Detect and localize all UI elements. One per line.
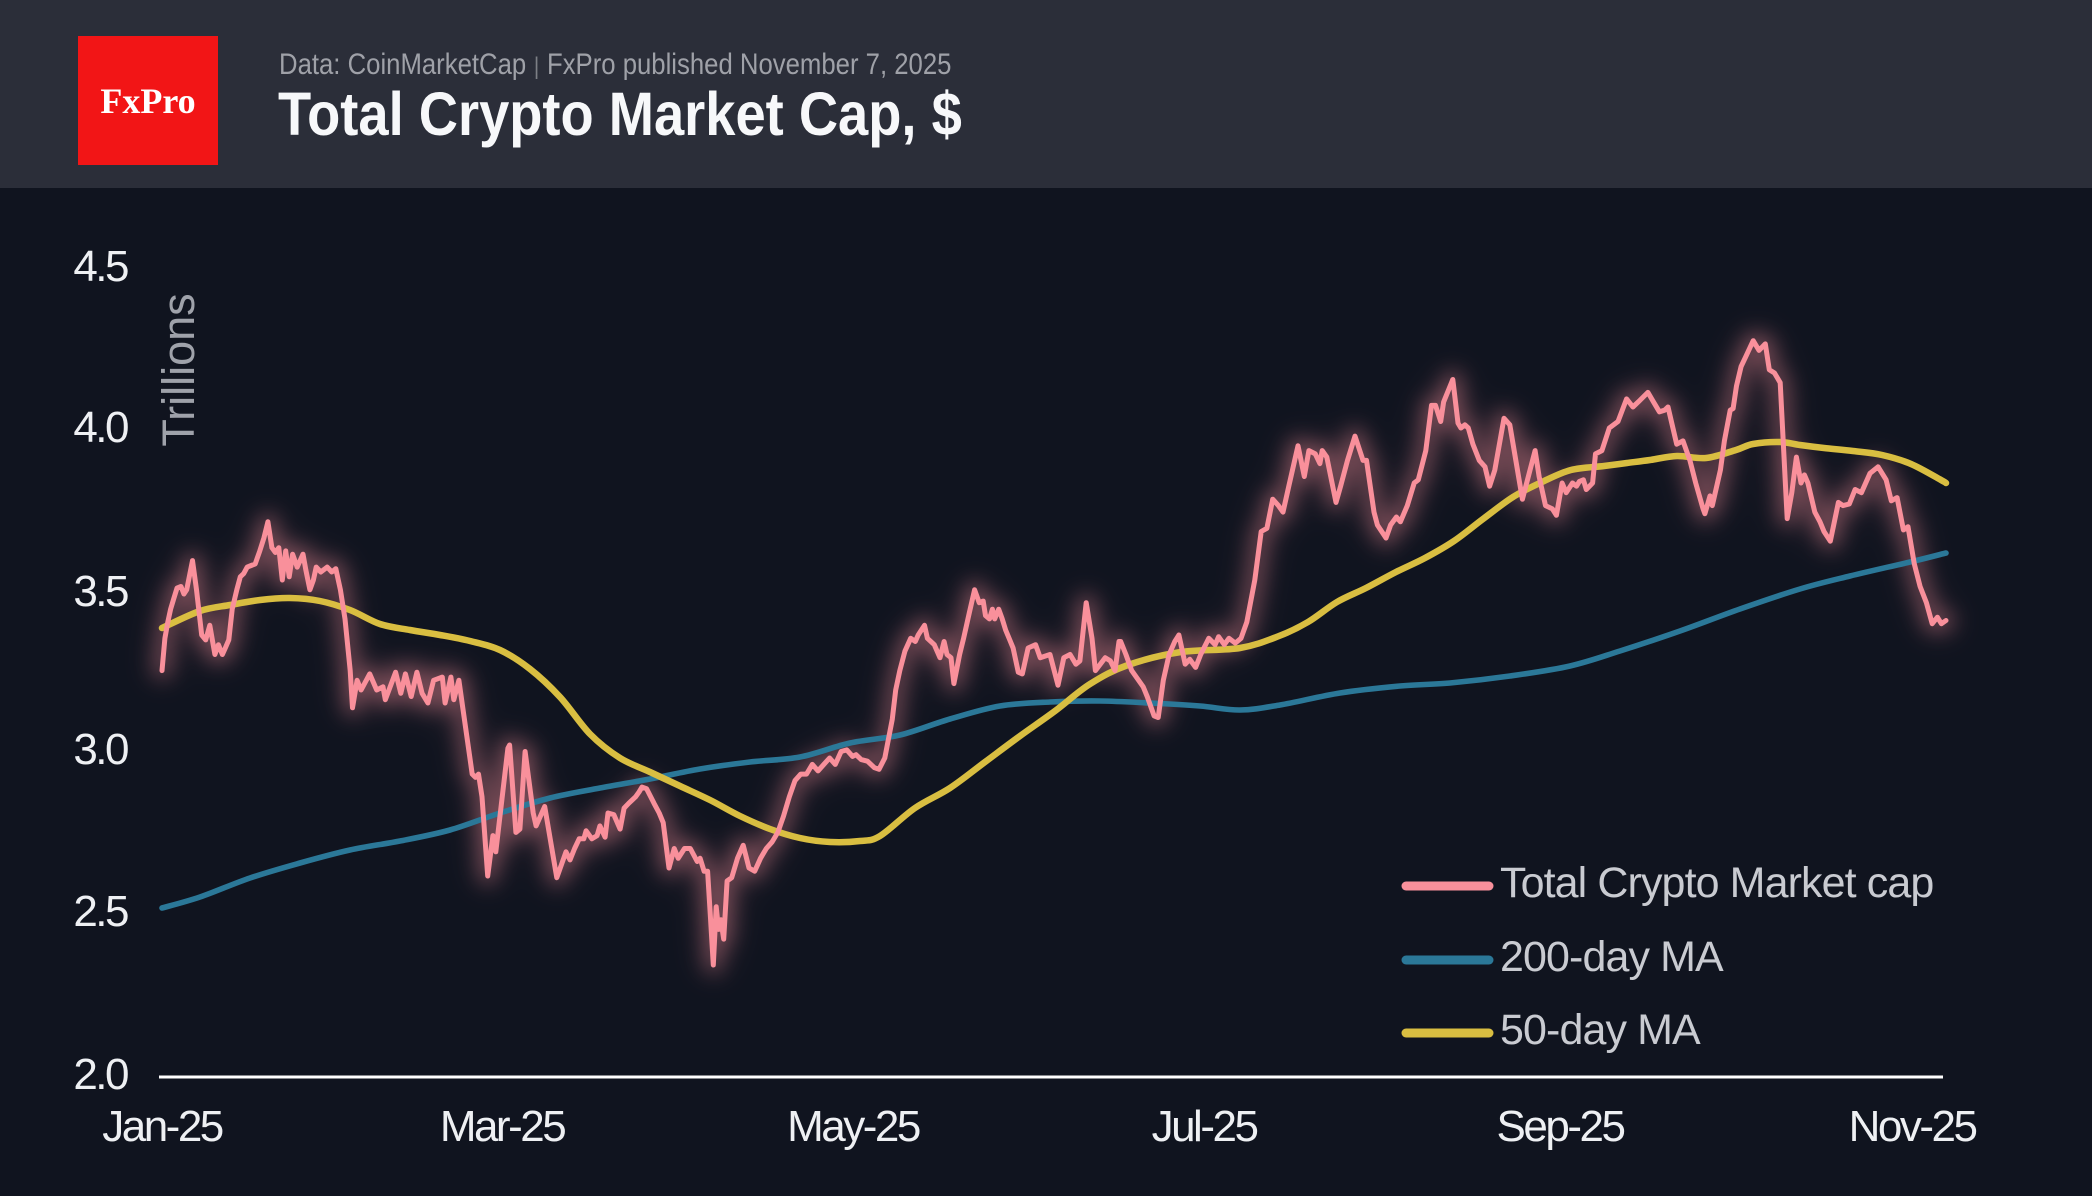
svg-text:Jul-25: Jul-25 [1152, 1102, 1258, 1151]
svg-text:Mar-25: Mar-25 [440, 1102, 565, 1151]
svg-text:2.0: 2.0 [73, 1050, 128, 1099]
svg-text:4.0: 4.0 [73, 403, 128, 452]
svg-text:200-day MA: 200-day MA [1500, 933, 1724, 981]
svg-text:May-25: May-25 [787, 1102, 920, 1151]
svg-text:3.0: 3.0 [73, 725, 128, 774]
svg-text:Sep-25: Sep-25 [1497, 1102, 1625, 1151]
svg-text:3.5: 3.5 [73, 567, 128, 616]
svg-text:2.5: 2.5 [73, 887, 128, 936]
svg-text:Trillions: Trillions [153, 293, 204, 446]
svg-text:Total Crypto Market cap: Total Crypto Market cap [1500, 859, 1933, 907]
svg-text:Jan-25: Jan-25 [102, 1102, 223, 1151]
svg-text:4.5: 4.5 [73, 242, 128, 291]
svg-text:Nov-25: Nov-25 [1849, 1102, 1977, 1151]
svg-text:50-day MA: 50-day MA [1500, 1006, 1701, 1054]
